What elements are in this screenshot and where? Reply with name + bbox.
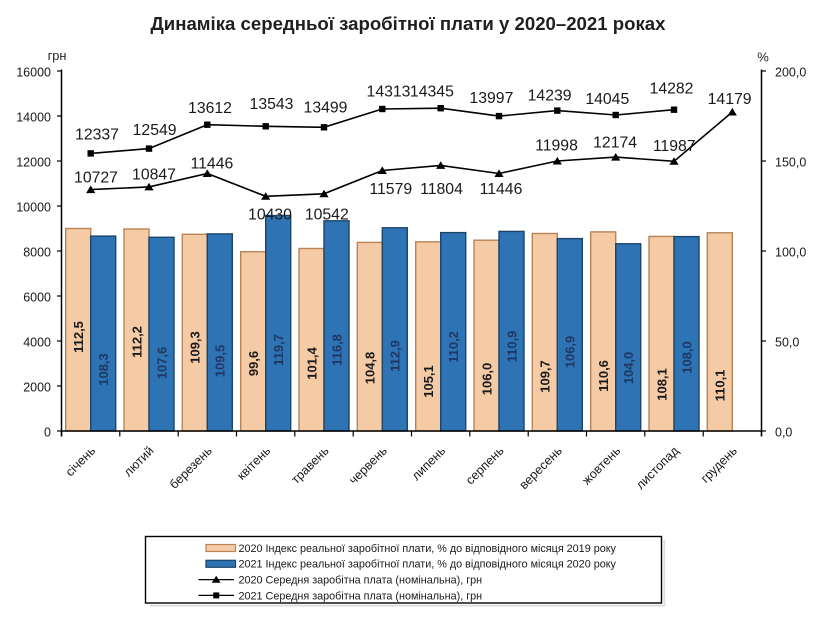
svg-text:106,0: 106,0 (479, 363, 494, 396)
svg-text:14345: 14345 (410, 84, 454, 101)
svg-text:14282: 14282 (650, 81, 694, 98)
svg-text:116,8: 116,8 (329, 334, 344, 366)
svg-text:200,0: 200,0 (775, 66, 806, 80)
svg-text:16000: 16000 (16, 66, 51, 80)
svg-text:99,6: 99,6 (246, 351, 261, 376)
svg-text:108,0: 108,0 (679, 341, 694, 374)
svg-text:12549: 12549 (133, 122, 177, 139)
svg-text:108,3: 108,3 (96, 353, 111, 386)
svg-text:14313: 14313 (367, 84, 411, 101)
svg-text:13543: 13543 (250, 96, 294, 113)
svg-text:107,6: 107,6 (154, 347, 169, 380)
svg-text:13997: 13997 (469, 90, 513, 107)
svg-text:11998: 11998 (535, 138, 578, 155)
svg-text:14239: 14239 (528, 87, 572, 104)
svg-text:104,8: 104,8 (363, 352, 378, 385)
svg-text:13499: 13499 (304, 99, 348, 116)
svg-text:112,5: 112,5 (71, 321, 86, 353)
svg-text:12000: 12000 (16, 156, 51, 170)
svg-text:112,2: 112,2 (129, 326, 144, 358)
svg-text:10542: 10542 (305, 207, 349, 224)
svg-text:0: 0 (44, 426, 51, 440)
svg-text:11579: 11579 (369, 181, 412, 198)
svg-text:%: % (757, 49, 769, 64)
svg-text:110,6: 110,6 (596, 360, 611, 392)
svg-text:14045: 14045 (585, 91, 629, 108)
svg-text:11804: 11804 (420, 181, 463, 198)
svg-text:50,0: 50,0 (775, 336, 799, 350)
svg-text:101,4: 101,4 (304, 346, 319, 379)
svg-text:109,7: 109,7 (538, 360, 553, 393)
svg-text:108,1: 108,1 (654, 368, 669, 401)
svg-text:2020 Середня заробітна плата (: 2020 Середня заробітна плата (номінальна… (239, 575, 483, 587)
svg-text:100,0: 100,0 (775, 246, 806, 260)
svg-text:0,0: 0,0 (775, 426, 792, 440)
svg-text:104,0: 104,0 (621, 352, 636, 385)
svg-text:14179: 14179 (708, 91, 752, 108)
svg-text:4000: 4000 (23, 336, 51, 350)
svg-text:10000: 10000 (16, 201, 51, 215)
svg-text:110,1: 110,1 (713, 370, 728, 402)
svg-text:6000: 6000 (23, 291, 51, 305)
svg-text:10847: 10847 (132, 166, 176, 183)
svg-text:110,9: 110,9 (504, 331, 519, 363)
svg-text:14000: 14000 (16, 111, 51, 125)
svg-text:2020 Індекс реальної заробітно: 2020 Індекс реальної заробітної плати, %… (239, 543, 617, 555)
svg-text:112,9: 112,9 (388, 340, 403, 372)
svg-text:150,0: 150,0 (775, 156, 806, 170)
svg-text:10727: 10727 (74, 169, 118, 186)
svg-text:2021 Індекс реальної заробітно: 2021 Індекс реальної заробітної плати, %… (239, 559, 617, 571)
svg-text:12174: 12174 (593, 135, 637, 152)
svg-text:8000: 8000 (23, 246, 51, 260)
svg-text:Динаміка середньої заробітної: Динаміка середньої заробітної плати у 20… (151, 13, 667, 34)
svg-text:11446: 11446 (191, 156, 234, 173)
svg-text:119,7: 119,7 (271, 334, 286, 366)
svg-text:12337: 12337 (75, 127, 119, 144)
svg-text:11446: 11446 (480, 181, 523, 198)
svg-text:10430: 10430 (248, 207, 292, 224)
svg-text:105,1: 105,1 (421, 365, 436, 398)
svg-text:2021 Середня заробітна плата (: 2021 Середня заробітна плата (номінальна… (239, 590, 483, 602)
svg-text:109,5: 109,5 (213, 345, 228, 378)
svg-text:11987: 11987 (653, 138, 696, 155)
svg-text:110,2: 110,2 (446, 331, 461, 363)
svg-text:13612: 13612 (188, 100, 232, 117)
svg-text:2000: 2000 (23, 381, 51, 395)
svg-text:грн: грн (48, 48, 67, 63)
svg-text:106,9: 106,9 (563, 336, 578, 369)
svg-text:109,3: 109,3 (188, 331, 203, 364)
